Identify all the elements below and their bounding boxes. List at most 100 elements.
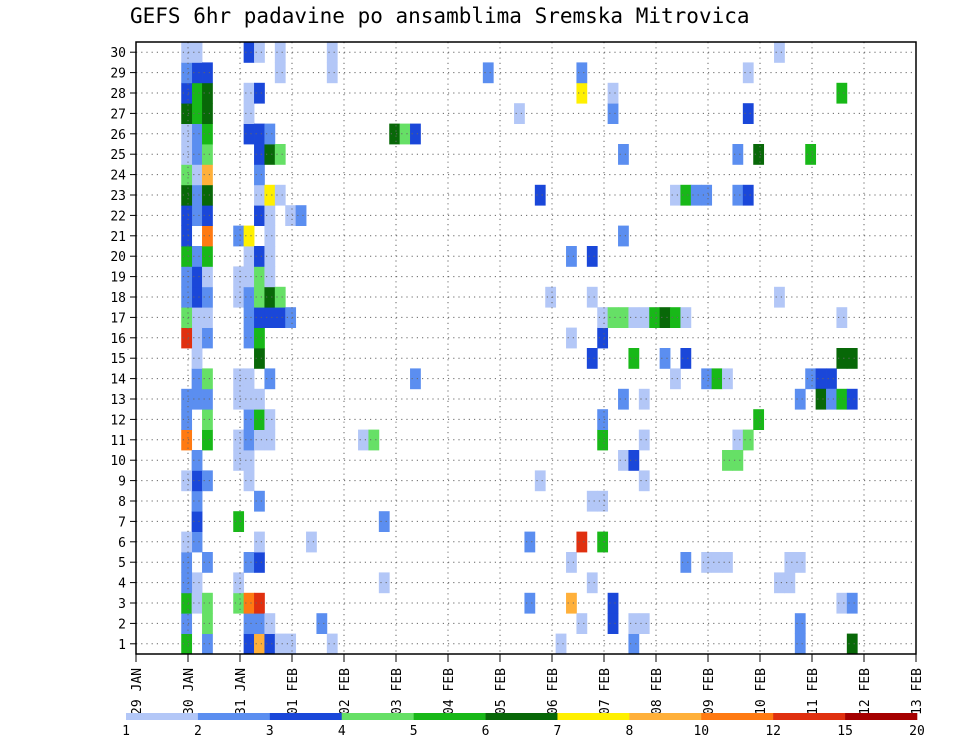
precip-cell (586, 286, 598, 308)
precip-cell (264, 123, 276, 145)
precip-cell (701, 184, 713, 206)
x-tick-label: 29 JAN (130, 668, 145, 715)
precip-cell (638, 470, 650, 492)
precip-cell (722, 368, 733, 390)
precip-cell (607, 82, 619, 104)
y-tick-label: 21 (110, 230, 126, 245)
precip-cell (836, 388, 848, 410)
precip-cell (202, 368, 213, 390)
y-tick-label: 5 (118, 556, 126, 571)
x-tick-label: 12 FEB (858, 668, 873, 715)
precip-cell (378, 511, 390, 532)
x-tick-label: 07 FEB (598, 668, 613, 715)
precip-cell (254, 531, 265, 553)
precip-cell (846, 348, 858, 369)
colorbar-swatch (485, 713, 558, 720)
y-tick-label: 24 (110, 169, 126, 184)
precip-cell (264, 307, 276, 328)
precip-cell (722, 552, 733, 573)
precip-cell (181, 103, 193, 124)
precip-cell (181, 123, 193, 145)
precip-cell (326, 633, 338, 655)
precip-cell (670, 368, 681, 390)
precip-cell (191, 531, 203, 553)
precip-cell (306, 531, 317, 553)
colorbar-swatch (629, 713, 702, 720)
x-tick-label: 10 FEB (754, 668, 769, 715)
precip-cell (628, 348, 640, 369)
precip-cell (181, 144, 193, 165)
precip-cell (202, 62, 213, 84)
precip-cell (638, 307, 650, 328)
precip-cell (628, 613, 640, 634)
precip-cell (181, 531, 193, 553)
precip-cell (243, 123, 255, 145)
precip-cell (181, 205, 193, 226)
precip-cell (576, 62, 588, 84)
y-tick-label: 29 (110, 67, 126, 82)
precip-cell (254, 246, 265, 267)
precip-cell (774, 42, 785, 63)
y-tick-label: 25 (110, 148, 126, 163)
precip-cell (264, 286, 276, 308)
y-tick-label: 6 (118, 536, 126, 551)
precip-cell (576, 82, 588, 104)
precip-cell (545, 286, 557, 308)
precip-cell (274, 633, 286, 655)
precip-cell (836, 82, 848, 104)
precip-cell (826, 368, 837, 390)
precip-cell (243, 633, 255, 655)
x-tick-label: 31 JAN (234, 668, 249, 715)
precip-cell (274, 184, 286, 206)
precip-cell (316, 613, 328, 634)
precip-cell (264, 184, 276, 206)
precip-cell (534, 470, 546, 492)
y-tick-label: 18 (110, 291, 126, 306)
precip-cell (680, 552, 692, 573)
precip-cell (711, 368, 723, 390)
y-tick-label: 14 (110, 373, 126, 388)
y-tick-label: 3 (118, 597, 126, 612)
precip-cell (264, 246, 276, 267)
precip-cell (181, 62, 193, 84)
precip-cell (181, 82, 193, 104)
precip-cell (254, 184, 265, 206)
precip-cell (191, 62, 203, 84)
precip-cell (233, 511, 245, 532)
precip-cell (191, 246, 203, 267)
colorbar-label: 6 (482, 724, 490, 739)
precip-cell (254, 307, 265, 328)
precip-cell (191, 123, 203, 145)
precip-cell (202, 266, 213, 288)
colorbar-label: 4 (338, 724, 346, 739)
precip-cell (191, 470, 203, 492)
precip-cell (597, 327, 609, 349)
precip-cell (202, 552, 213, 573)
precip-cell (597, 490, 609, 512)
precip-cell (202, 103, 213, 124)
x-tick-label: 08 FEB (650, 668, 665, 715)
precip-cell (784, 552, 796, 573)
precip-cell (410, 123, 421, 145)
precip-cell (254, 490, 265, 512)
precip-cell (399, 123, 411, 145)
colorbar-label: 1 (122, 724, 130, 739)
x-tick-label: 30 JAN (182, 668, 197, 715)
colorbar-label: 20 (909, 724, 925, 739)
precip-cell (191, 286, 203, 308)
precip-cell (628, 307, 640, 328)
x-tick-label: 04 FEB (442, 668, 457, 715)
precip-cell (742, 184, 754, 206)
y-tick-label: 1 (118, 638, 126, 653)
precip-cell (254, 42, 265, 63)
precip-cell (555, 633, 567, 655)
precip-cell (690, 184, 702, 206)
precip-cell (794, 552, 806, 573)
precip-cell (264, 225, 276, 247)
y-tick-label: 9 (118, 475, 126, 490)
precip-cell (285, 307, 297, 328)
x-tick-label: 06 FEB (546, 668, 561, 715)
plot-frame (135, 41, 917, 655)
colorbar-swatch (341, 713, 414, 720)
precip-cell (618, 307, 629, 328)
